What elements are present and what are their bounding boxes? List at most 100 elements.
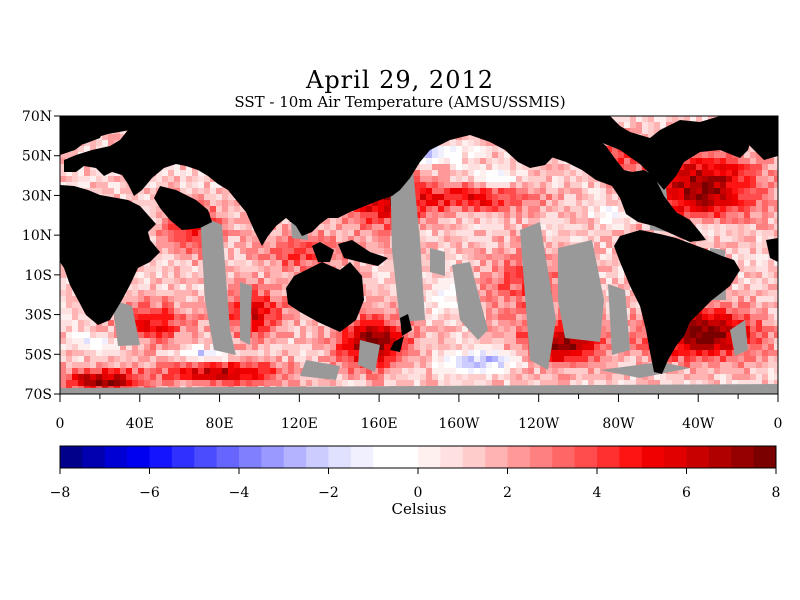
sst-cell <box>84 344 90 350</box>
sst-cell <box>600 266 606 272</box>
sst-cell <box>510 164 516 170</box>
sst-cell <box>570 170 576 176</box>
sst-cell <box>294 308 300 314</box>
sst-cell <box>240 206 246 212</box>
sst-cell <box>438 302 444 308</box>
sst-cell <box>696 188 702 194</box>
sst-cell <box>204 362 210 368</box>
sst-cell <box>570 176 576 182</box>
sst-cell <box>714 152 720 158</box>
sst-cell <box>318 326 324 332</box>
sst-cell <box>522 218 528 224</box>
sst-cell <box>456 200 462 206</box>
sst-cell <box>72 296 78 302</box>
sst-cell <box>390 356 396 362</box>
sst-cell <box>168 350 174 356</box>
sst-cell <box>702 206 708 212</box>
sst-cell <box>600 356 606 362</box>
sst-cell <box>150 266 156 272</box>
sst-cell <box>246 344 252 350</box>
sst-cell <box>774 272 778 278</box>
sst-cell <box>546 260 552 266</box>
sst-cell <box>522 212 528 218</box>
sst-cell <box>504 284 510 290</box>
sst-cell <box>354 362 360 368</box>
sst-cell <box>486 308 492 314</box>
sst-cell <box>138 200 144 206</box>
sst-cell <box>498 146 504 152</box>
sst-cell <box>768 308 774 314</box>
sst-cell <box>552 260 558 266</box>
sst-cell <box>384 242 390 248</box>
sst-cell <box>600 236 606 242</box>
sst-cell <box>744 212 750 218</box>
sst-cell <box>768 158 774 164</box>
sst-cell <box>552 290 558 296</box>
sst-cell <box>174 242 180 248</box>
sst-cell <box>684 206 690 212</box>
sst-cell <box>552 158 558 164</box>
sst-cell <box>186 236 192 242</box>
sst-cell <box>516 224 522 230</box>
sst-cell <box>438 338 444 344</box>
sst-cell <box>762 344 768 350</box>
sst-cell <box>504 248 510 254</box>
sst-cell <box>300 350 306 356</box>
sst-cell <box>66 302 72 308</box>
sst-cell <box>432 164 438 170</box>
sst-cell <box>762 308 768 314</box>
sst-cell <box>276 260 282 266</box>
sst-cell <box>504 350 510 356</box>
sst-cell <box>648 116 654 122</box>
sst-cell <box>444 170 450 176</box>
sst-cell <box>342 356 348 362</box>
sst-cell <box>738 284 744 290</box>
sst-cell <box>558 350 564 356</box>
sst-cell <box>624 164 630 170</box>
sst-cell <box>438 344 444 350</box>
sst-cell <box>132 314 138 320</box>
sst-cell <box>450 290 456 296</box>
sst-cell <box>630 338 636 344</box>
sst-cell <box>690 344 696 350</box>
sst-cell <box>174 236 180 242</box>
sst-cell <box>90 332 96 338</box>
sst-cell <box>270 338 276 344</box>
sst-cell <box>762 158 768 164</box>
sst-cell <box>732 314 738 320</box>
sst-cell <box>348 332 354 338</box>
sst-cell <box>606 308 612 314</box>
sst-cell <box>678 338 684 344</box>
sst-cell <box>372 338 378 344</box>
sst-cell <box>738 158 744 164</box>
sst-cell <box>270 230 276 236</box>
sst-cell <box>768 230 774 236</box>
sst-cell <box>546 206 552 212</box>
sst-cell <box>492 248 498 254</box>
sst-cell <box>432 152 438 158</box>
sst-cell <box>258 326 264 332</box>
sst-cell <box>564 200 570 206</box>
sst-cell <box>324 338 330 344</box>
sst-cell <box>756 164 762 170</box>
sst-cell <box>162 230 168 236</box>
sst-cell <box>696 332 702 338</box>
sst-cell <box>582 224 588 230</box>
sst-cell <box>450 338 456 344</box>
sst-cell <box>516 272 522 278</box>
sst-cell <box>450 224 456 230</box>
sst-cell <box>708 218 714 224</box>
sst-cell <box>360 272 366 278</box>
sst-cell <box>588 182 594 188</box>
sst-cell <box>60 170 66 176</box>
sst-cell <box>192 260 198 266</box>
sst-cell <box>774 200 778 206</box>
sst-cell <box>636 350 642 356</box>
sst-cell <box>228 248 234 254</box>
sst-cell <box>516 308 522 314</box>
sst-cell <box>624 302 630 308</box>
sst-cell <box>438 332 444 338</box>
sst-cell <box>282 266 288 272</box>
sst-cell <box>774 170 778 176</box>
sst-cell <box>234 320 240 326</box>
